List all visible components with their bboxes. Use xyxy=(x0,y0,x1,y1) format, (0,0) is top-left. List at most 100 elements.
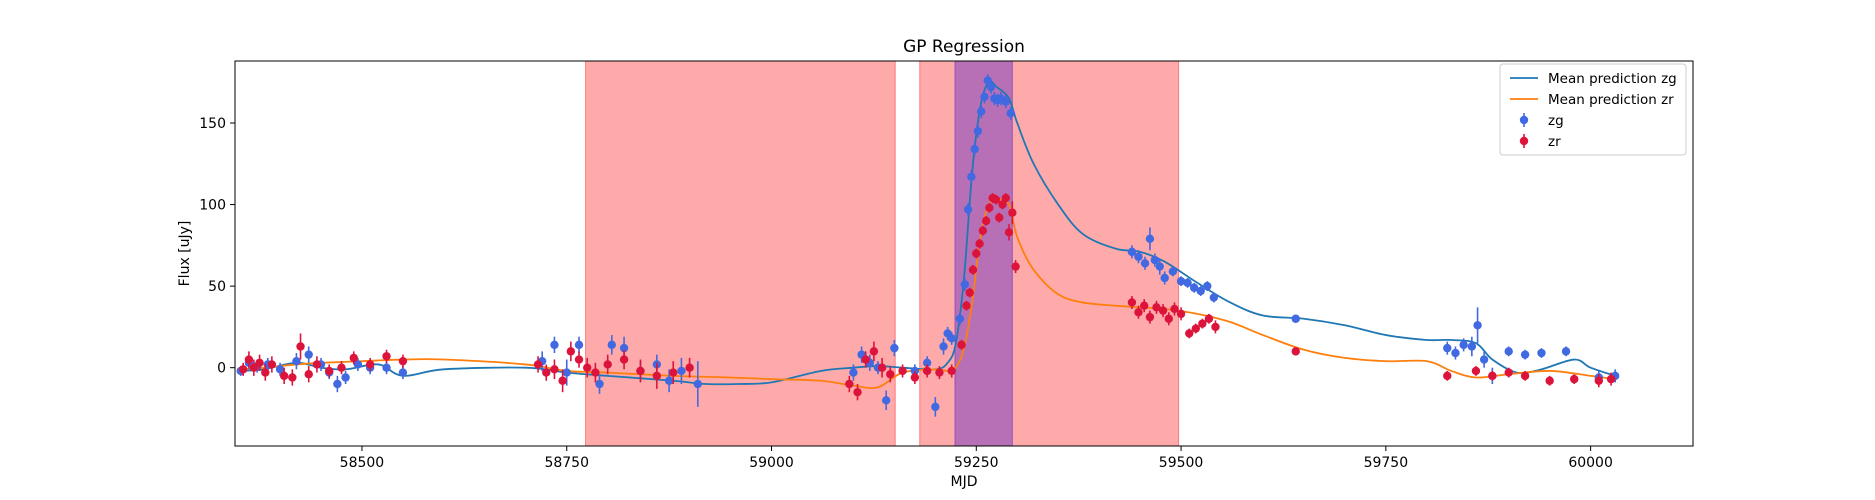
data-point-zr xyxy=(1164,314,1173,323)
x-tick-label: 60000 xyxy=(1568,455,1613,471)
data-point-zr xyxy=(636,366,645,376)
data-point-zg xyxy=(1183,278,1192,288)
data-point-zr xyxy=(886,370,895,379)
data-point-zg xyxy=(881,396,891,405)
data-point-zg xyxy=(983,76,992,85)
data-point-zg xyxy=(890,343,899,353)
data-point-zr xyxy=(981,216,991,226)
data-point-zr xyxy=(1158,306,1168,315)
data-point-zr xyxy=(1185,329,1194,338)
data-point-zg xyxy=(1451,348,1460,358)
data-point-zr xyxy=(337,363,346,372)
data-point-zr xyxy=(244,355,254,364)
data-point-zr xyxy=(1443,371,1452,381)
data-point-zg xyxy=(1537,348,1546,358)
data-point-zg xyxy=(947,334,956,343)
data-point-zg xyxy=(963,205,973,214)
chart-title: GP Regression xyxy=(903,37,1025,57)
data-point-zg xyxy=(1155,262,1164,271)
data-point-zg xyxy=(1001,97,1010,106)
data-point-zg xyxy=(333,379,342,389)
data-point-zr xyxy=(249,363,259,372)
data-point-zg xyxy=(1203,281,1212,291)
x-ticks: 58500 58750 59000 59250 59500 59750 60000 xyxy=(340,446,1613,471)
data-point-zr xyxy=(542,368,551,377)
data-point-zg xyxy=(677,366,686,376)
data-point-zg xyxy=(341,373,350,382)
data-point-zr xyxy=(991,195,1001,204)
x-tick-label: 58500 xyxy=(340,455,385,471)
y-tick-label: 100 xyxy=(199,198,226,214)
data-point-zr xyxy=(947,366,956,376)
data-point-zr xyxy=(1191,324,1201,333)
data-point-zr xyxy=(935,368,944,377)
data-point-zg xyxy=(595,379,604,389)
data-point-zr xyxy=(349,353,358,363)
data-point-zg xyxy=(382,363,391,372)
data-point-zg xyxy=(1479,355,1489,364)
data-point-zg xyxy=(1467,342,1477,351)
data-point-zg xyxy=(275,365,285,374)
y-axis-label: Flux [uJy] xyxy=(177,221,193,287)
data-point-zg xyxy=(693,379,702,389)
data-point-zr xyxy=(998,200,1007,209)
x-axis-label: MJD xyxy=(951,474,978,490)
data-point-zr xyxy=(583,363,592,372)
data-point-zr xyxy=(533,360,543,369)
data-point-zg xyxy=(353,360,363,369)
data-point-zr xyxy=(603,360,612,369)
data-point-zr xyxy=(1211,322,1220,332)
data-point-zg xyxy=(664,376,674,385)
data-point-zg xyxy=(1473,321,1482,330)
data-point-zr xyxy=(1570,374,1579,384)
x-tick-label: 58750 xyxy=(544,455,589,471)
data-point-zr xyxy=(558,376,567,385)
legend-label: Mean prediction zr xyxy=(1548,92,1674,108)
data-point-zr xyxy=(550,365,559,374)
data-point-zg xyxy=(1150,255,1160,265)
data-point-zg xyxy=(1443,343,1452,353)
data-point-zg xyxy=(849,368,858,377)
data-point-zg xyxy=(1189,283,1199,292)
data-point-zr xyxy=(1011,262,1020,271)
data-point-zg xyxy=(1160,273,1169,283)
data-point-zr xyxy=(267,360,277,369)
data-point-zr xyxy=(669,368,678,377)
data-point-zg xyxy=(1520,350,1530,359)
data-point-zr xyxy=(910,373,920,382)
y-tick-label: 50 xyxy=(208,279,226,295)
data-point-zg xyxy=(931,402,940,412)
data-point-zg xyxy=(1504,347,1513,356)
shaded-region-2 xyxy=(954,60,1013,447)
data-point-zg xyxy=(973,126,983,136)
data-point-zg xyxy=(1127,247,1137,257)
data-point-zr xyxy=(652,371,662,381)
legend-item: Mean prediction zg xyxy=(1510,71,1677,87)
data-point-zr xyxy=(957,340,966,350)
data-point-zr xyxy=(1594,376,1604,385)
data-point-zg xyxy=(292,356,301,366)
data-point-zr xyxy=(1008,208,1017,217)
data-point-zr xyxy=(312,360,322,369)
data-point-zr xyxy=(853,387,862,397)
data-point-zr xyxy=(382,352,391,361)
legend-label: Mean prediction zg xyxy=(1548,71,1677,87)
data-point-zr xyxy=(1152,303,1161,312)
data-point-zr xyxy=(972,249,981,258)
data-point-zr xyxy=(398,356,408,366)
data-point-zg xyxy=(398,368,408,377)
data-point-zg xyxy=(1209,293,1219,302)
data-point-zr xyxy=(1520,371,1530,381)
data-point-zr xyxy=(1545,376,1554,385)
data-point-zg xyxy=(1561,347,1571,356)
legend-label: zg xyxy=(1548,113,1564,129)
data-point-zr xyxy=(365,360,375,369)
data-point-zr xyxy=(861,355,870,364)
data-point-zr xyxy=(619,355,629,364)
data-points xyxy=(236,74,1620,417)
data-point-zr xyxy=(898,366,907,376)
data-point-zr xyxy=(288,373,297,382)
data-point-zr xyxy=(1170,304,1179,314)
data-point-zr xyxy=(296,342,305,351)
